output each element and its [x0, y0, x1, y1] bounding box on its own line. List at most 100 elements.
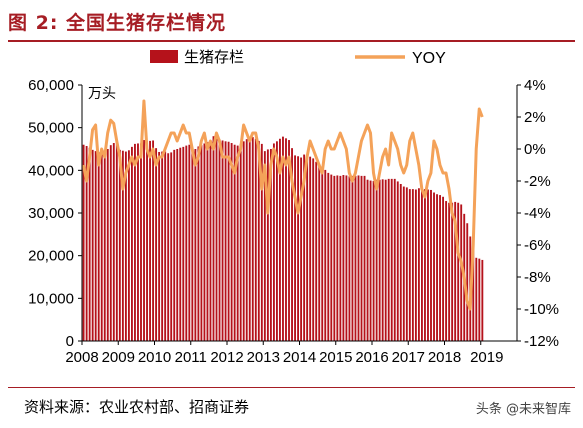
right-tick-label: -12% [524, 333, 559, 350]
inventory-bar [405, 187, 408, 341]
inventory-bar [276, 141, 278, 341]
inventory-bar [472, 247, 475, 341]
x-tick-label: 2016 [355, 349, 388, 366]
inventory-bar [291, 148, 293, 341]
inventory-bar [393, 178, 396, 341]
inventory-bar [387, 178, 390, 341]
inventory-bar [164, 151, 167, 341]
inventory-bar [236, 145, 239, 341]
inventory-bar [312, 158, 315, 341]
inventory-bar [396, 181, 399, 341]
right-tick-label: 0% [524, 141, 546, 158]
inventory-bar [430, 189, 432, 341]
inventory-bar [433, 192, 435, 341]
inventory-bar [170, 152, 173, 341]
inventory-bar [88, 147, 91, 341]
inventory-bar [279, 138, 281, 341]
x-tick-label: 2009 [102, 349, 135, 366]
left-tick-label: 0 [66, 333, 74, 350]
inventory-bar [266, 149, 269, 341]
inventory-bar [167, 153, 170, 341]
right-tick-label: -6% [524, 237, 551, 254]
inventory-bar [185, 145, 188, 341]
title-rule [8, 40, 575, 42]
inventory-bar [384, 179, 387, 341]
left-tick-label: 40,000 [28, 162, 74, 179]
inventory-bar [363, 175, 366, 341]
inventory-bars [82, 136, 484, 341]
inventory-bar [336, 175, 339, 341]
hog-inventory-chart: 生猪存栏 YOY 万头 60,000 50,000 40,000 30,000 20,0… [28, 49, 559, 366]
inventory-bar [221, 140, 224, 341]
inventory-bar [251, 137, 254, 341]
inventory-bar [272, 143, 275, 341]
inventory-bar [360, 175, 363, 341]
inventory-bar [227, 141, 230, 341]
inventory-bar [321, 167, 324, 341]
inventory-bar [342, 175, 345, 341]
inventory-bar [143, 140, 145, 341]
left-tick-label: 60,000 [28, 77, 74, 94]
inventory-bar [94, 151, 97, 341]
inventory-bar [173, 149, 176, 341]
x-tick-label: 2008 [65, 349, 98, 366]
right-tick-label: -4% [524, 205, 551, 222]
inventory-bar [149, 140, 151, 341]
inventory-bar [182, 146, 185, 341]
inventory-bar [194, 149, 197, 341]
inventory-bar [417, 188, 420, 341]
right-tick-label: 2% [524, 109, 546, 126]
x-tick-label: 2018 [428, 349, 461, 366]
inventory-bar [140, 143, 142, 341]
inventory-bar [91, 149, 94, 341]
inventory-bar [206, 142, 209, 341]
inventory-bar [100, 153, 103, 341]
inventory-bar [402, 186, 405, 341]
inventory-bar [324, 169, 327, 341]
legend-bar-swatch [150, 50, 178, 63]
inventory-bar [411, 189, 414, 341]
x-tick-label: 2017 [392, 349, 425, 366]
inventory-bar [351, 175, 354, 341]
inventory-bar [218, 139, 221, 341]
inventory-bar [106, 149, 109, 341]
inventory-bar [442, 196, 445, 341]
inventory-bar [245, 139, 248, 341]
inventory-bar [191, 149, 194, 341]
inventory-bar [124, 151, 127, 341]
x-tick-label: 2014 [283, 349, 316, 366]
bottom-rule [8, 387, 575, 388]
inventory-bar [158, 151, 161, 341]
inventory-bar [466, 223, 469, 341]
x-axis-ticks: 2008 2009 2010 2011 2012 2013 2014 2015 2016 2017… [65, 341, 503, 366]
x-tick-label: 2012 [210, 349, 243, 366]
inventory-bar [357, 175, 360, 341]
inventory-bar [109, 145, 112, 341]
inventory-bar [115, 144, 118, 341]
yoy-line [82, 99, 484, 311]
inventory-bar [146, 140, 148, 341]
source-note: 资料来源：农业农村部、招商证券 [24, 398, 250, 416]
inventory-bar [112, 143, 115, 341]
inventory-bar [399, 183, 402, 341]
inventory-bar [381, 179, 384, 341]
inventory-bar [439, 195, 441, 341]
inventory-bar [134, 143, 136, 341]
left-tick-label: 10,000 [28, 290, 74, 307]
inventory-bar [212, 136, 215, 341]
inventory-bar [448, 202, 451, 341]
inventory-bar [285, 138, 287, 341]
right-axis-ticks: 4% 2% 0% -2% -4% -6% -8% -10% -12% [517, 77, 559, 350]
legend-bar-label: 生猪存栏 [184, 49, 244, 66]
inventory-bar [414, 189, 417, 341]
inventory-bar [176, 149, 179, 341]
inventory-bar [318, 164, 321, 341]
x-tick-label: 2013 [247, 349, 280, 366]
inventory-bar [121, 150, 124, 341]
inventory-bar [348, 176, 351, 341]
inventory-bar [152, 140, 155, 341]
inventory-bar [155, 148, 158, 341]
inventory-bar [333, 175, 336, 341]
left-axis-unit: 万头 [88, 85, 116, 101]
inventory-bar [118, 149, 121, 341]
